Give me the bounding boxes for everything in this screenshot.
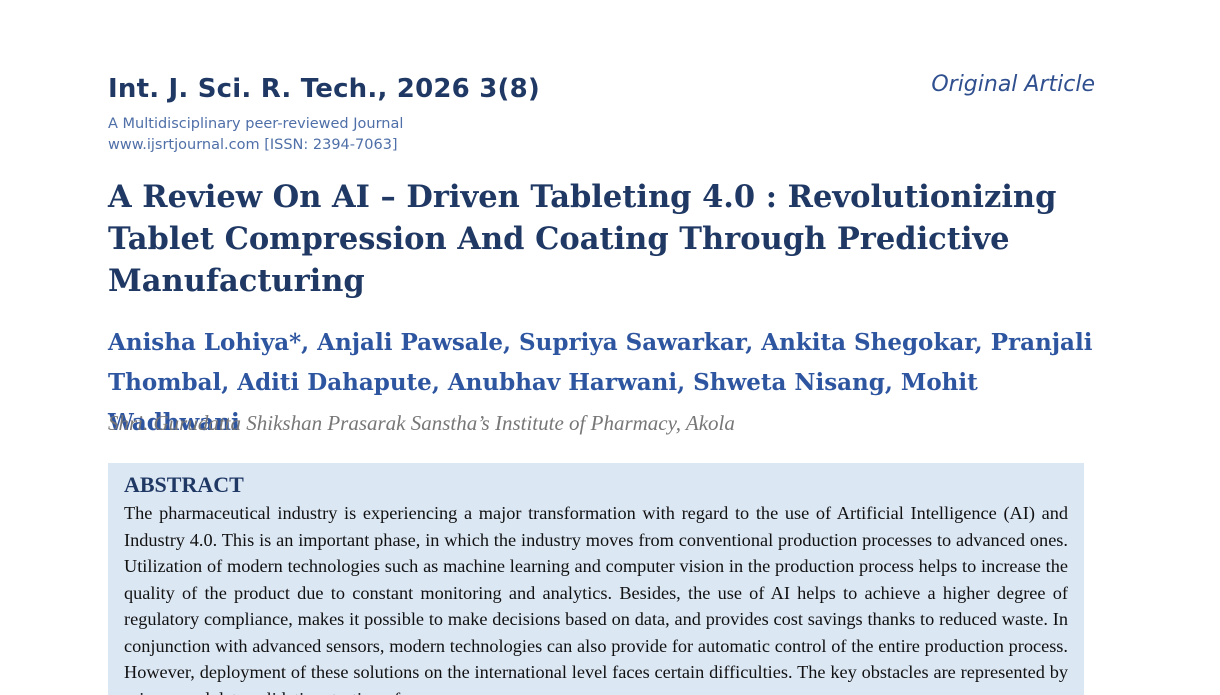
- author-affiliation: Shri. Gurudatta Shikshan Prasarak Sansth…: [108, 411, 735, 435]
- journal-title: Int. J. Sci. R. Tech., 2026 3(8): [108, 74, 540, 104]
- abstract-section: ABSTRACT The pharmaceutical industry is …: [108, 463, 1084, 695]
- abstract-heading: ABSTRACT: [124, 472, 244, 497]
- article-type-label: Original Article: [931, 72, 1095, 97]
- author-list: Anisha Lohiya*, Anjali Pawsale, Supriya …: [108, 329, 1093, 436]
- journal-website-issn: www.ijsrtjournal.com [ISSN: 2394-7063]: [108, 137, 398, 153]
- abstract-text: The pharmaceutical industry is experienc…: [124, 503, 1068, 695]
- paper-title: A Review On AI – Driven Tableting 4.0 : …: [108, 179, 1057, 299]
- journal-info: A Multidisciplinary peer-reviewed Journa…: [108, 114, 403, 156]
- journal-tagline: A Multidisciplinary peer-reviewed Journa…: [108, 116, 404, 132]
